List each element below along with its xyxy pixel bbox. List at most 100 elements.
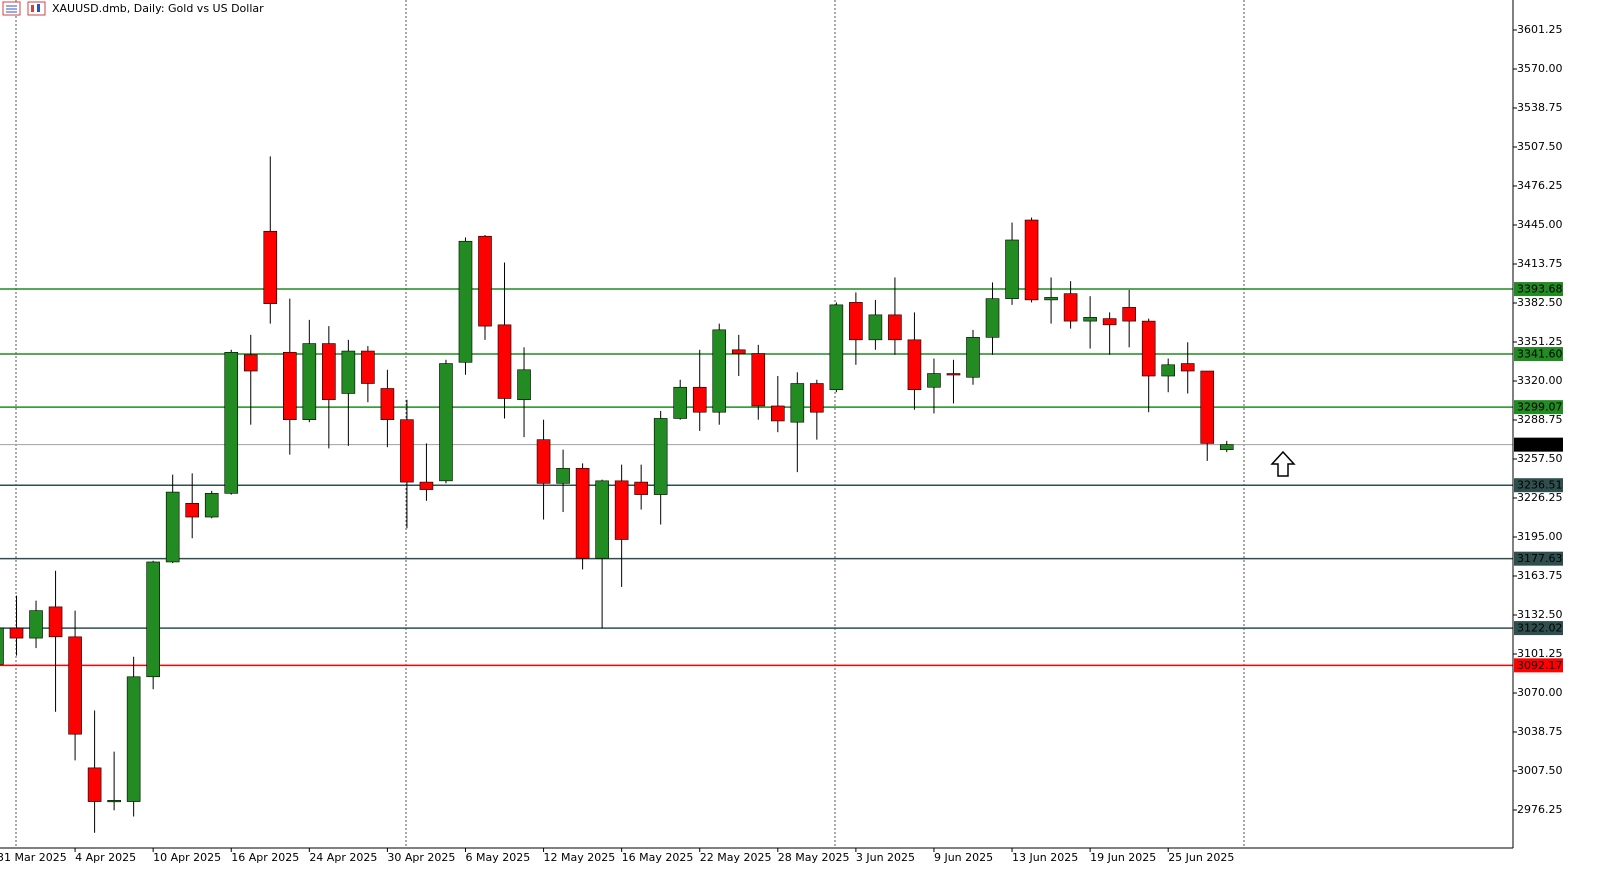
y-tick-label: 3070.00: [1517, 686, 1563, 699]
x-tick-label: 16 May 2025: [622, 851, 694, 864]
arrow-up-object: [1270, 450, 1296, 477]
candle-body: [87, 767, 102, 802]
plot-area: [0, 156, 1513, 833]
x-tick-label: 9 Jun 2025: [934, 851, 993, 864]
candle-body: [1180, 363, 1195, 372]
candle-body: [302, 343, 317, 420]
x-tick-label: 28 May 2025: [778, 851, 850, 864]
candle-body: [380, 388, 395, 420]
candle-body: [946, 373, 961, 376]
x-tick-label: 25 Jun 2025: [1168, 851, 1234, 864]
candle-body: [243, 354, 258, 372]
candle-body: [517, 369, 531, 401]
y-tick-label: 3476.25: [1517, 179, 1563, 192]
candle-body: [478, 235, 492, 327]
candle-body: [731, 349, 746, 354]
candle-body: [966, 337, 980, 378]
candle-body: [224, 352, 239, 494]
level-label-box: [1514, 621, 1563, 636]
candle-body: [634, 481, 648, 495]
candle-body: [185, 503, 199, 518]
candle-body: [68, 636, 82, 735]
level-label-box: [1514, 658, 1563, 673]
y-tick-label: 3288.75: [1517, 413, 1563, 426]
level-label: 3341.60: [1517, 348, 1563, 361]
candle-body: [263, 230, 278, 304]
candle-body: [985, 298, 1000, 338]
level-label: 3092.17: [1517, 659, 1563, 672]
candle-body: [907, 339, 922, 391]
x-tick-label: 19 Jun 2025: [1090, 851, 1156, 864]
level-label-box: [1514, 437, 1563, 452]
x-tick-label: 16 Apr 2025: [231, 851, 299, 864]
chart-title: XAUUSD.dmb, Daily: Gold vs US Dollar: [52, 2, 264, 15]
candle-body: [575, 468, 590, 559]
y-tick-label: 3195.00: [1517, 530, 1563, 543]
candle-body: [497, 324, 512, 399]
y-tick-label: 2976.25: [1517, 803, 1563, 816]
candle-body: [1005, 239, 1019, 299]
level-label: 3236.51: [1517, 479, 1563, 492]
candle-body: [888, 314, 902, 341]
candle-body: [107, 800, 121, 803]
icon-frame: [27, 1, 46, 16]
x-tick-label: 13 Jun 2025: [1012, 851, 1078, 864]
chart-icon: [2, 1, 46, 16]
candle-body: [927, 373, 941, 388]
candle-body: [1122, 307, 1136, 322]
candle-body: [536, 439, 551, 484]
candle-body: [29, 610, 43, 639]
candle-body: [282, 352, 297, 420]
x-tick-label: 12 May 2025: [544, 851, 616, 864]
candle-body: [692, 386, 707, 413]
y-tick-label: 3132.50: [1517, 608, 1563, 621]
candle-body: [1083, 317, 1097, 322]
level-label-box: [1514, 400, 1563, 415]
x-tick-label: 3 Jun 2025: [856, 851, 915, 864]
candle-body: [419, 481, 434, 490]
candle-body: [595, 480, 609, 559]
level-label: 3122.02: [1517, 622, 1563, 635]
y-tick-label: 3163.75: [1517, 569, 1563, 582]
candle-body: [1024, 219, 1039, 301]
x-tick-label: 22 May 2025: [700, 851, 772, 864]
candle-body: [849, 302, 863, 341]
icon-candle: [31, 5, 34, 12]
y-tick-label: 3101.25: [1517, 647, 1563, 660]
y-tick-label: 3570.00: [1517, 62, 1563, 75]
candle-body: [1161, 364, 1175, 377]
candle-body: [1063, 293, 1078, 322]
y-tick-label: 3413.75: [1517, 257, 1563, 270]
candle-body: [361, 350, 375, 384]
candle-body: [790, 383, 805, 423]
level-label-box: [1514, 551, 1563, 566]
y-tick-label: 3257.50: [1517, 452, 1563, 465]
y-tick-label: 3538.75: [1517, 101, 1563, 114]
candle-body: [712, 329, 727, 413]
y-tick-label: 3382.50: [1517, 296, 1563, 309]
y-tick-label: 3226.25: [1517, 491, 1563, 504]
x-tick-label: 31 Mar 2025: [0, 851, 67, 864]
candle-body: [1200, 370, 1215, 444]
candle-body: [204, 493, 219, 518]
y-tick-label: 3445.00: [1517, 218, 1563, 231]
x-tick-label: 24 Apr 2025: [309, 851, 377, 864]
level-label-box: [1514, 347, 1563, 362]
y-tick-label: 3507.50: [1517, 140, 1563, 153]
candle-body: [0, 627, 4, 665]
candle-body: [146, 561, 160, 678]
y-tick-label: 3038.75: [1517, 725, 1563, 738]
candle-body: [458, 240, 473, 363]
candle-body: [126, 676, 141, 802]
x-tick-label: 10 Apr 2025: [153, 851, 221, 864]
y-tick-label: 3351.25: [1517, 335, 1563, 348]
candle-body: [48, 606, 63, 638]
candle-body: [810, 383, 824, 413]
level-label: 3299.07: [1517, 401, 1563, 414]
y-tick-label: 3007.50: [1517, 764, 1563, 777]
candle-body: [556, 468, 570, 484]
x-tick-label: 30 Apr 2025: [387, 851, 455, 864]
candle-body: [400, 419, 414, 483]
